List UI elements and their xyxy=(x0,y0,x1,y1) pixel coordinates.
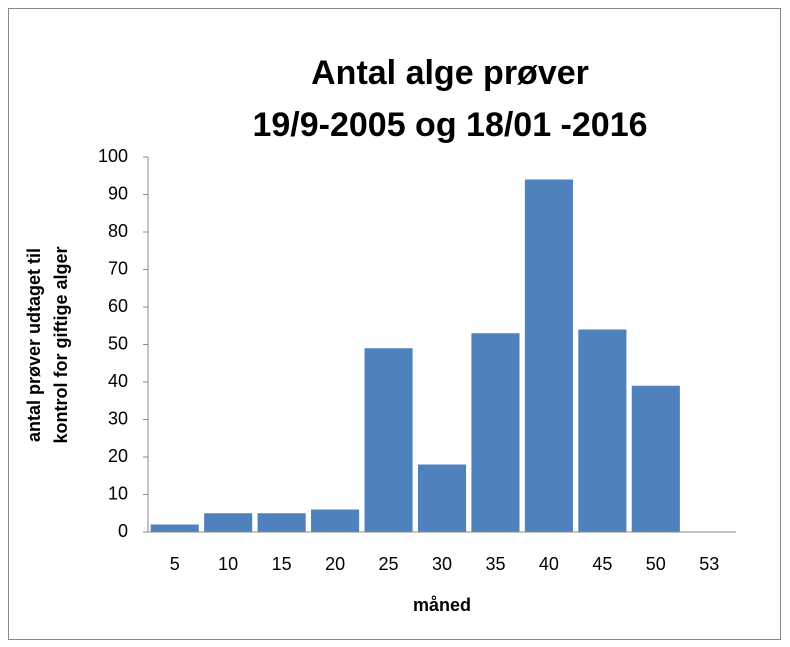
chart-title: Antal alge prøver xyxy=(311,54,589,92)
bar xyxy=(417,464,467,532)
y-axis-title: antal prøver udtaget til xyxy=(24,248,44,442)
x-tick-label: 25 xyxy=(379,554,399,574)
y-tick-label: 70 xyxy=(108,258,128,278)
x-tick-label: 50 xyxy=(646,554,666,574)
x-tick-label: 10 xyxy=(218,554,238,574)
y-tick-label: 10 xyxy=(108,483,128,503)
bar xyxy=(578,329,627,532)
y-tick-label: 100 xyxy=(98,146,128,166)
x-tick-label: 20 xyxy=(325,554,345,574)
x-tick-label: 45 xyxy=(592,554,612,574)
y-tick-label: 60 xyxy=(108,296,128,316)
x-tick-label: 35 xyxy=(485,554,505,574)
bar xyxy=(471,333,520,532)
bar xyxy=(204,513,253,532)
y-tick-label: 90 xyxy=(108,183,128,203)
bar xyxy=(524,179,573,532)
y-tick-label: 30 xyxy=(108,408,128,428)
bar xyxy=(150,524,199,532)
bar xyxy=(631,385,680,532)
x-tick-label: 53 xyxy=(699,554,719,574)
x-axis-title: måned xyxy=(413,595,471,615)
y-axis-title: kontrol for giftige alger xyxy=(51,246,71,443)
x-tick-label: 15 xyxy=(272,554,292,574)
y-tick-label: 20 xyxy=(108,446,128,466)
y-tick-label: 80 xyxy=(108,221,128,241)
chart-border xyxy=(8,8,781,640)
bar xyxy=(257,513,306,532)
x-tick-label: 30 xyxy=(432,554,452,574)
x-tick-label: 40 xyxy=(539,554,559,574)
y-tick-label: 40 xyxy=(108,371,128,391)
y-tick-label: 50 xyxy=(108,333,128,353)
y-tick-label: 0 xyxy=(118,521,128,541)
bar xyxy=(311,509,360,532)
x-tick-label: 5 xyxy=(170,554,180,574)
chart-title: 19/9-2005 og 18/01 -2016 xyxy=(252,106,647,144)
bar xyxy=(364,348,413,532)
